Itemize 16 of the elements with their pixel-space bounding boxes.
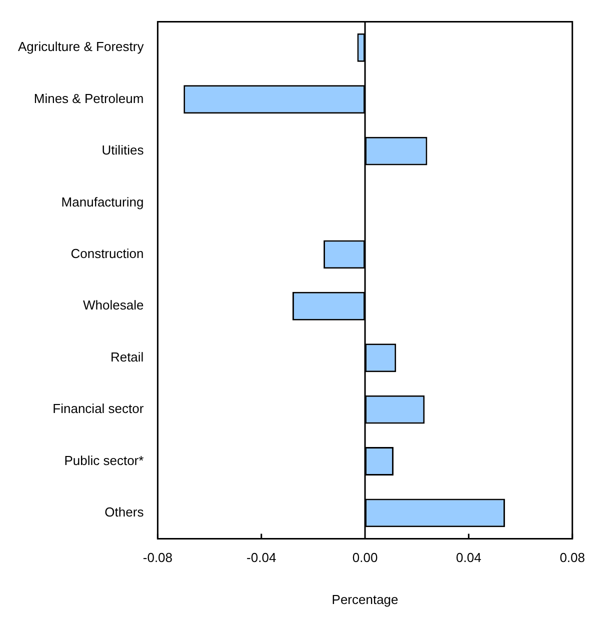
y-tick-label: Others <box>104 504 144 520</box>
y-tick-label: Financial sector <box>52 401 144 416</box>
x-tick-label: 0.08 <box>560 550 586 566</box>
y-tick-label: Public sector* <box>64 452 144 468</box>
x-tick-label: -0.08 <box>142 550 173 566</box>
x-tick-label: 0.00 <box>352 550 378 566</box>
x-axis-title: Percentage <box>332 592 398 607</box>
y-tick-label: Wholesale <box>83 298 144 313</box>
y-tick-label: Manufacturing <box>61 194 144 210</box>
y-tick-label: Utilities <box>102 142 144 158</box>
y-tick-label: Agriculture & Forestry <box>18 39 144 54</box>
y-tick-label: Construction <box>70 246 144 262</box>
x-tick-label: -0.04 <box>246 550 276 566</box>
y-tick-label: Mines & Petroleum <box>34 90 144 106</box>
x-tick-label: 0.04 <box>456 550 482 566</box>
y-tick-label: Retail <box>110 349 144 364</box>
